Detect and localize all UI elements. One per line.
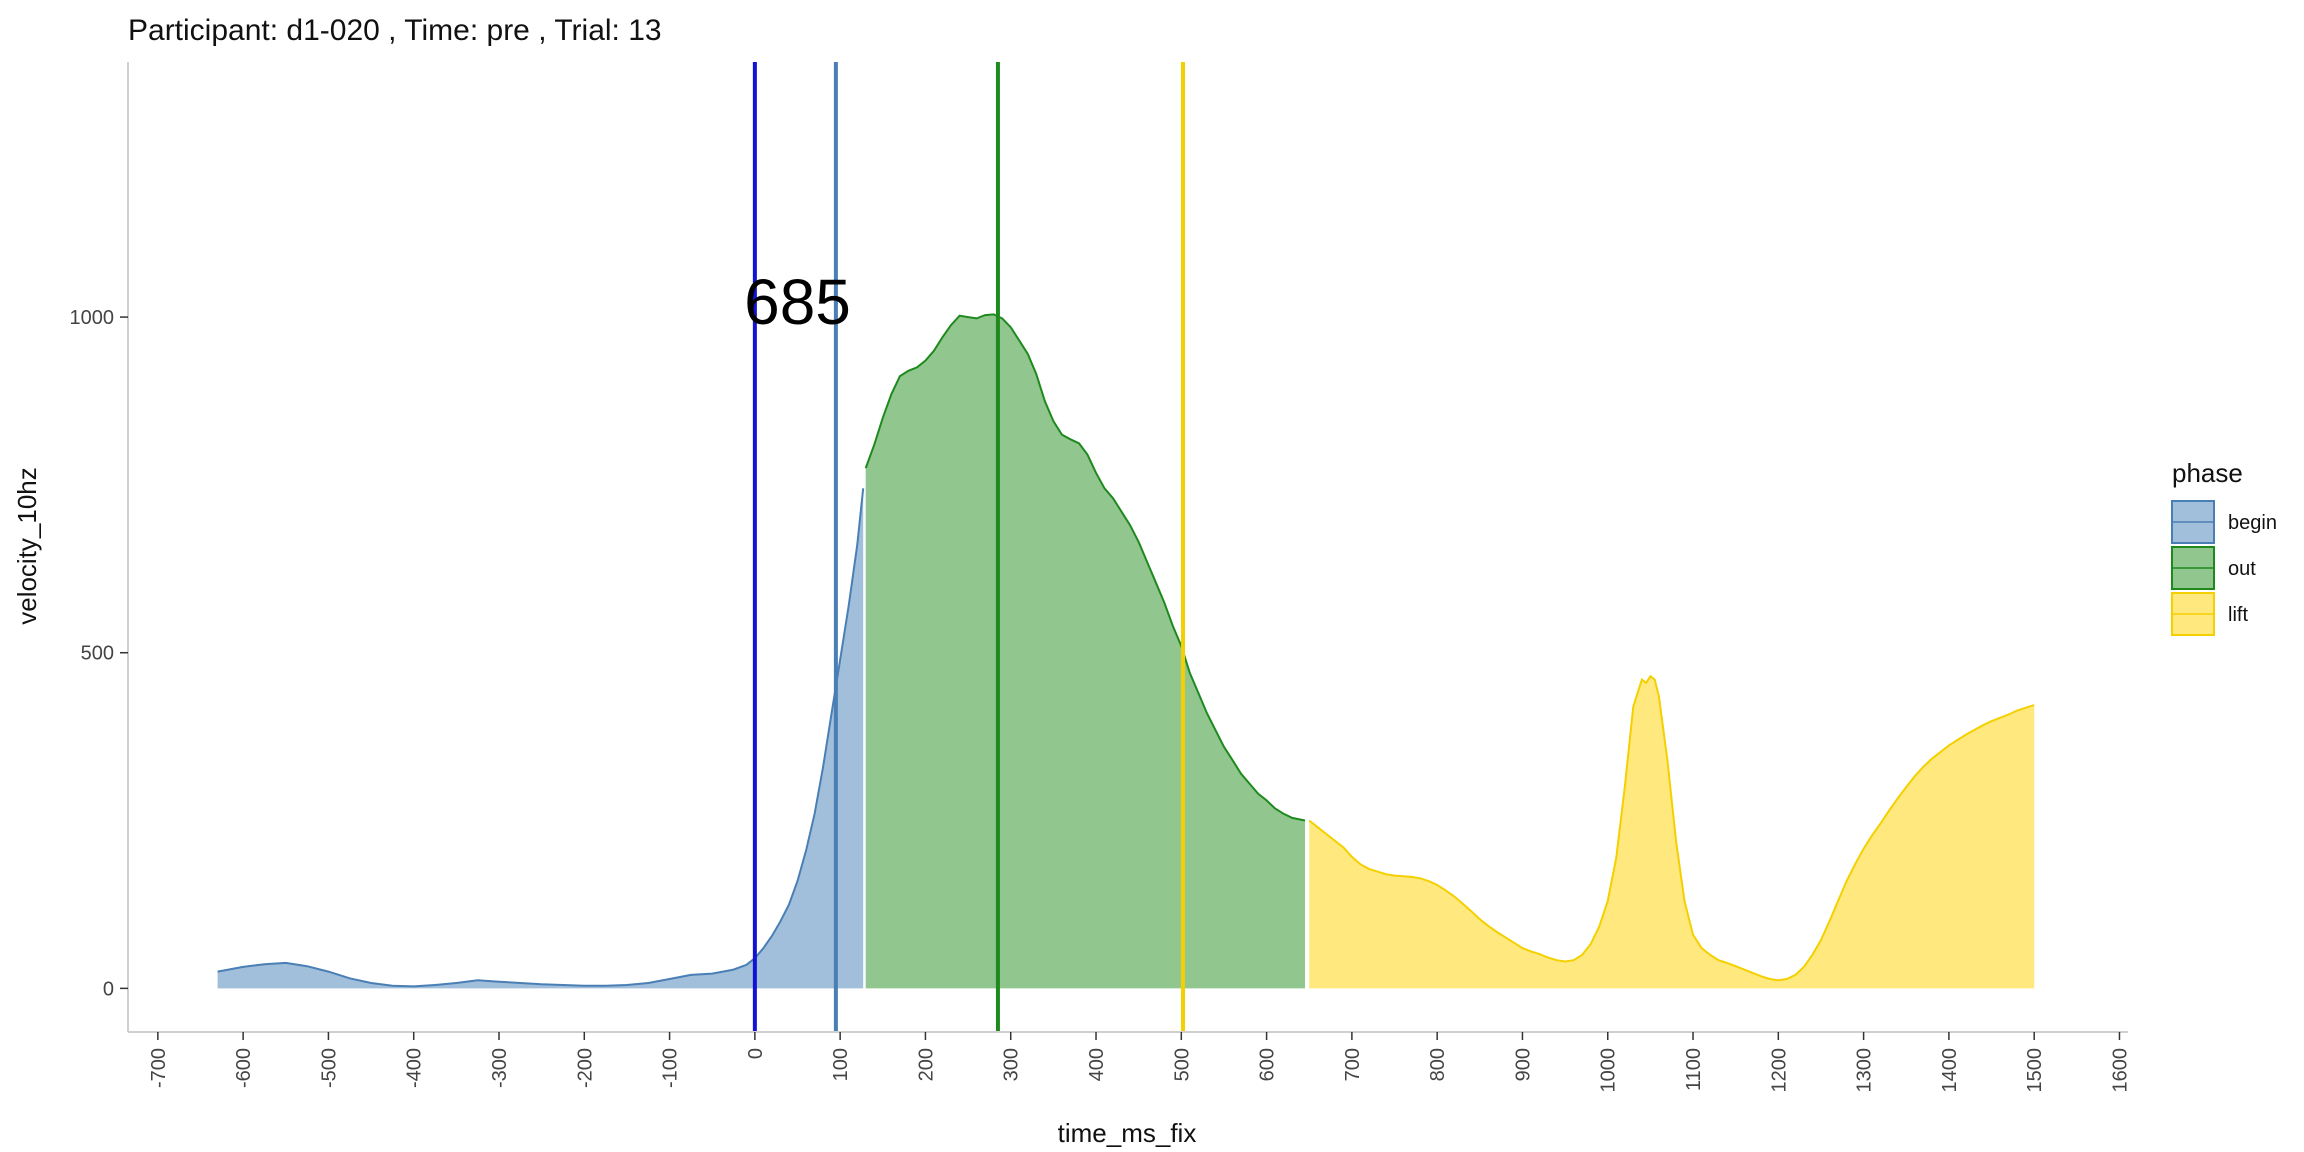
x-tick-label: -700 bbox=[148, 1048, 170, 1088]
x-tick-label: 1100 bbox=[1683, 1048, 1705, 1091]
y-tick-label: 500 bbox=[81, 643, 114, 665]
annotation-layer: 685 bbox=[744, 266, 851, 338]
legend-label-out: out bbox=[2228, 558, 2256, 580]
x-tick-label: 1500 bbox=[2024, 1048, 2046, 1093]
legend-title: phase bbox=[2172, 458, 2243, 488]
x-tick-label: 700 bbox=[1342, 1048, 1364, 1081]
x-tick-label: 900 bbox=[1512, 1048, 1534, 1081]
legend: phase begin out lift bbox=[2171, 458, 2277, 636]
x-tick-label: -300 bbox=[489, 1048, 511, 1088]
x-tick-label: 400 bbox=[1086, 1048, 1108, 1081]
area-begin bbox=[217, 488, 864, 989]
line-lift bbox=[1308, 674, 2035, 982]
legend-label-lift: lift bbox=[2228, 604, 2248, 626]
x-tick-label: 1600 bbox=[2109, 1048, 2131, 1093]
x-tick-label: 0 bbox=[745, 1048, 767, 1059]
x-tick-label: -600 bbox=[233, 1048, 255, 1088]
x-tick-label: 1000 bbox=[1598, 1048, 1620, 1093]
x-tick-label: 200 bbox=[915, 1048, 937, 1081]
x-tick-label: 500 bbox=[1171, 1048, 1193, 1081]
area-lift bbox=[1309, 676, 2035, 989]
area-out bbox=[865, 314, 1305, 989]
line-out bbox=[864, 313, 1306, 822]
area-layer bbox=[217, 313, 2035, 989]
axes-layer: -700 -600 -500 -400 -300 -200 -100 0 100 200 300 40… bbox=[70, 62, 2131, 1093]
annotation-label: 685 bbox=[744, 266, 851, 338]
x-tick-label: 800 bbox=[1427, 1048, 1449, 1081]
x-tick-label: -100 bbox=[660, 1048, 682, 1088]
y-axis-title: velocity_10hz bbox=[12, 467, 42, 625]
line-begin bbox=[217, 488, 865, 988]
x-tick-label: 300 bbox=[1001, 1048, 1023, 1081]
y-tick-label: 1000 bbox=[70, 307, 115, 329]
x-tick-label: 1300 bbox=[1854, 1048, 1876, 1093]
x-tick-label: 1200 bbox=[1768, 1048, 1790, 1093]
x-tick-label: -500 bbox=[318, 1048, 340, 1088]
x-tick-label: 100 bbox=[830, 1048, 852, 1081]
chart-title: Participant: d1-020 , Time: pre , Trial:… bbox=[128, 14, 662, 47]
x-tick-label: -400 bbox=[404, 1048, 426, 1088]
x-tick-label: 1400 bbox=[1939, 1048, 1961, 1093]
y-tick-label: 0 bbox=[103, 978, 114, 1000]
vline-layer bbox=[752, 62, 1186, 1032]
legend-label-begin: begin bbox=[2228, 512, 2277, 534]
x-axis-title: time_ms_fix bbox=[1058, 1118, 1197, 1148]
x-tick-label: -200 bbox=[574, 1048, 596, 1088]
x-tick-label: 600 bbox=[1257, 1048, 1279, 1081]
